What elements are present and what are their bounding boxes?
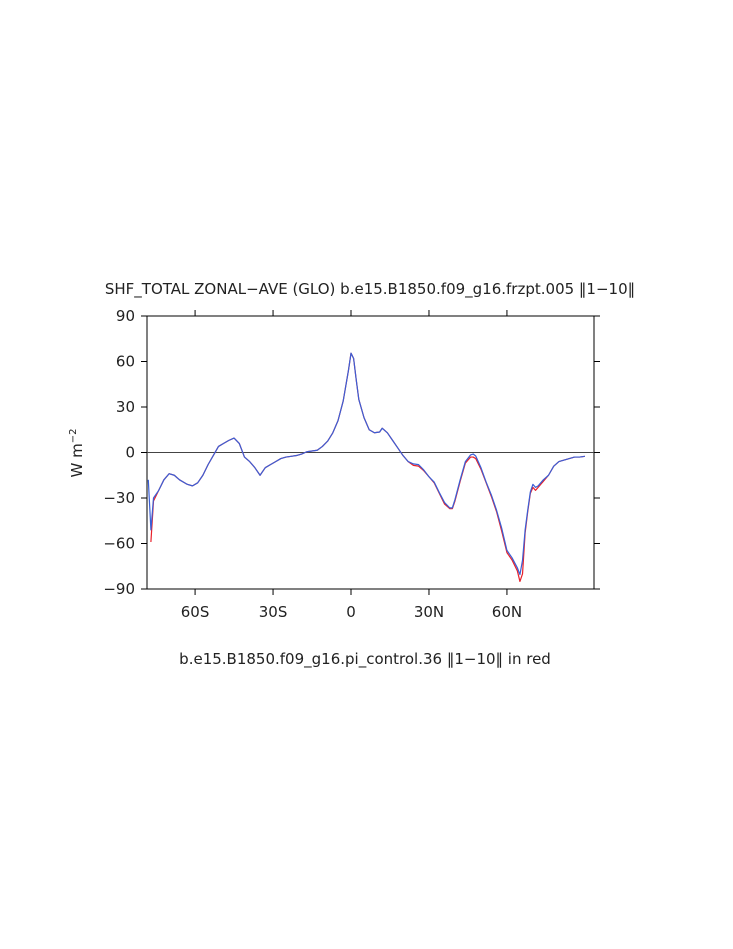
y-tick-label: 0 <box>125 444 135 462</box>
x-tick-label: 30N <box>414 603 444 621</box>
y-tick-label: −60 <box>103 535 135 553</box>
y-tick-label: 60 <box>116 353 135 371</box>
y-axis-label: W m−2 <box>68 429 86 478</box>
chart-title: SHF_TOTAL ZONAL−AVE (GLO) b.e15.B1850.f0… <box>105 280 635 299</box>
x-tick-label: 0 <box>346 603 356 621</box>
x-tick-label: 30S <box>259 603 288 621</box>
y-tick-label: 90 <box>116 307 135 325</box>
y-tick-label: −90 <box>103 580 135 598</box>
y-label-text: W m <box>68 443 86 477</box>
x-axis-label: b.e15.B1850.f09_g16.pi_control.36 ‖1−10‖… <box>179 650 551 669</box>
y-label-sup: −2 <box>68 429 79 444</box>
series-line <box>147 352 585 576</box>
x-tick-label: 60S <box>181 603 210 621</box>
y-tick-label: −30 <box>103 489 135 507</box>
x-tick-label: 60N <box>492 603 522 621</box>
y-tick-label: 30 <box>116 398 135 416</box>
